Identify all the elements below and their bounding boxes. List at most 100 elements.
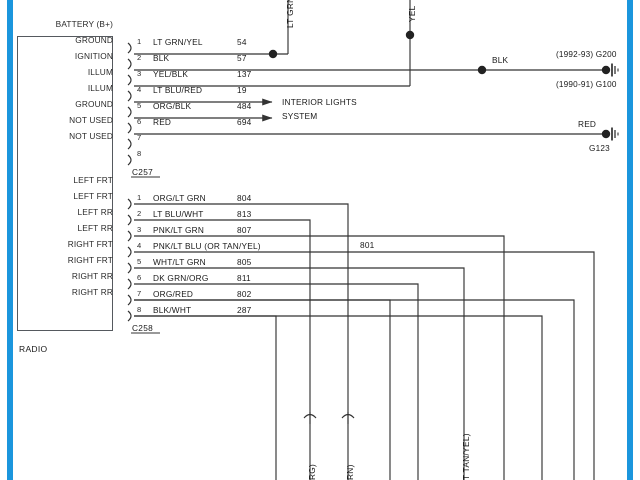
wire-color-c258-7: ORG/RED	[153, 289, 194, 299]
wire-color-c258-4: PNK/LT BLU (OR TAN/YEL)	[153, 241, 261, 251]
wire-color-c257-4: LT BLU/RED	[153, 85, 203, 95]
wire-c258-pin2-ltbluwht	[134, 219, 311, 480]
pin-number-c257-3: 3	[137, 69, 142, 78]
terminal-name-c258-3: LEFT RR	[77, 207, 113, 217]
wire-color-c258-1: ORG/LT GRN	[153, 193, 206, 203]
pin-number-c257-8: 8	[137, 149, 142, 158]
pin-number-c258-2: 2	[137, 209, 142, 218]
terminal-name-c257-4: ILLUM	[87, 67, 113, 77]
terminal-name-c257-3: IGNITION	[74, 51, 113, 61]
terminal-name-c258-4: LEFT RR	[77, 223, 113, 233]
terminal-name-c258-6: RIGHT FRT	[67, 255, 113, 265]
pin-number-c258-5: 5	[137, 257, 142, 266]
wire-color-c258-3: PNK/LT GRN	[153, 225, 205, 235]
wire-bundle-right-b	[134, 315, 543, 480]
circuit-number-c257-5: 484	[237, 101, 252, 111]
wire-color-c257-6: RED	[153, 117, 172, 127]
splice-dot-yelblk	[405, 30, 415, 40]
pin-number-c257-4: 4	[137, 85, 142, 94]
wire-c258-pin1-orgltgrn	[134, 203, 349, 480]
circuit-number-c257-4: 19	[237, 85, 247, 95]
terminal-name-c258-2: LEFT FRT	[73, 191, 113, 201]
circuit-number-c258-1: 804	[237, 193, 252, 203]
vertical-label-bottom-grn: RN)	[345, 464, 355, 480]
destination-interior-lights-line2: SYSTEM	[282, 111, 318, 121]
pin-number-c257-7: 7	[137, 133, 142, 142]
vertical-label-bottom-org: RG)	[307, 463, 317, 480]
circuit-number-c258-8: 287	[237, 305, 252, 315]
page-rail-right	[627, 0, 633, 480]
pin-number-c257-2: 2	[137, 53, 142, 62]
terminal-name-c257-8: NOT USED	[69, 131, 113, 141]
circuit-number-c258-2: 813	[237, 209, 252, 219]
pin-number-c258-4: 4	[137, 241, 142, 250]
destination-interior-lights-line1: INTERIOR LIGHTS	[282, 97, 357, 107]
terminal-name-c258-1: LEFT FRT	[73, 175, 113, 185]
pin-number-c257-5: 5	[137, 101, 142, 110]
terminal-name-c258-5: RIGHT FRT	[67, 239, 113, 249]
terminal-name-c257-2: GROUND	[75, 35, 113, 45]
connector-c258-terminals	[127, 198, 132, 322]
circuit-number-c258-3: 807	[237, 225, 252, 235]
terminal-name-c258-7: RIGHT RR	[71, 271, 113, 281]
terminal-name-c257-1: BATTERY (B+)	[55, 19, 113, 29]
wire-color-c257-3: YEL/BLK	[153, 69, 189, 79]
radio-module-box	[17, 36, 113, 331]
pin-number-c258-6: 6	[137, 273, 142, 282]
terminal-name-c258-8: RIGHT RR	[71, 287, 113, 297]
bundle-direction-arrows	[303, 412, 355, 424]
wire-c257-pin3-yelblk	[134, 0, 411, 87]
pin-number-c258-7: 7	[137, 289, 142, 298]
ground-label-g123: G123	[589, 144, 610, 153]
wire-label-blk: BLK	[492, 55, 509, 65]
circuit-number-c257-3: 137	[237, 69, 252, 79]
wire-c258-pin5-whtltgrn	[134, 267, 465, 480]
ground-symbol-g200	[601, 63, 619, 77]
wire-label-red: RED	[578, 119, 597, 129]
vertical-label-yel: YEL	[407, 5, 417, 22]
vertical-label-lt-grn: LT GRN	[285, 0, 295, 28]
wire-color-c257-1: LT GRN/YEL	[153, 37, 203, 47]
pin-number-c257-1: 1	[137, 37, 142, 46]
wire-c258-pin8-blkwht	[134, 315, 277, 480]
pin-number-c258-8: 8	[137, 305, 142, 314]
wire-color-c258-2: LT BLU/WHT	[153, 209, 204, 219]
page-rail-left	[7, 0, 13, 480]
pin-number-c258-3: 3	[137, 225, 142, 234]
circuit-number-c258-6: 811	[237, 273, 251, 283]
splice-dots	[268, 30, 487, 75]
ground-symbol-g123	[601, 127, 619, 141]
terminal-name-c257-5: ILLUM	[87, 83, 113, 93]
circuit-number-c257-1: 54	[237, 37, 247, 47]
connector-id-c257: C257	[132, 167, 154, 177]
radio-module-caption: RADIO	[19, 344, 48, 354]
wire-color-c257-2: BLK	[153, 53, 170, 63]
terminal-name-c257-7: NOT USED	[69, 115, 113, 125]
wire-c257-pin1-ltgrnyel	[134, 0, 289, 55]
pin-number-c257-6: 6	[137, 117, 142, 126]
circuit-number-c257-2: 57	[237, 53, 247, 63]
wire-bundle-right-a	[134, 299, 575, 480]
terminal-name-c257-6: GROUND	[75, 99, 113, 109]
wire-color-c258-6: DK GRN/ORG	[153, 273, 209, 283]
circuit-number-c257-6: 694	[237, 117, 252, 127]
circuit-number-c258-5: 805	[237, 257, 252, 267]
circuit-number-c258-7: 802	[237, 289, 252, 299]
ground-label-g200-current: (1992-93) G200	[556, 50, 617, 59]
wire-c258-pin6-dkgrnorg	[134, 283, 419, 480]
pin-number-c258-1: 1	[137, 193, 142, 202]
vertical-label-bottom-tanyel: T TAN/YEL)	[461, 433, 471, 480]
ground-label-g100-legacy: (1990-91) G100	[556, 80, 617, 89]
connector-id-c258: C258	[132, 323, 154, 333]
wire-c258-pin7-orgred	[134, 299, 391, 480]
circuit-label-801: 801	[360, 240, 375, 250]
wire-c258-pin4-pnkltblu	[134, 251, 595, 480]
wire-color-c257-5: ORG/BLK	[153, 101, 192, 111]
splice-dot-ltgrnyel	[268, 49, 278, 59]
wire-color-c258-5: WHT/LT GRN	[153, 257, 206, 267]
connector-c257-terminals	[127, 42, 132, 166]
splice-dot-blk	[477, 65, 487, 75]
wire-color-c258-8: BLK/WHT	[153, 305, 192, 315]
